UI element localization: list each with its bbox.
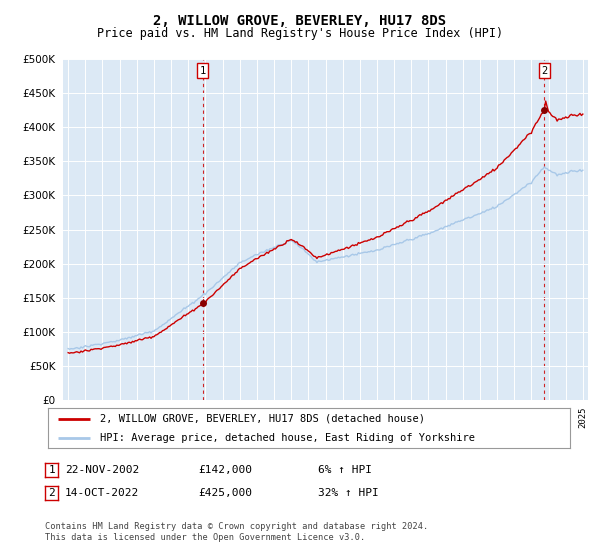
Text: £142,000: £142,000 <box>198 465 252 475</box>
Text: 22-NOV-2002: 22-NOV-2002 <box>65 465 139 475</box>
Text: £425,000: £425,000 <box>198 488 252 498</box>
Text: 14-OCT-2022: 14-OCT-2022 <box>65 488 139 498</box>
Text: 6% ↑ HPI: 6% ↑ HPI <box>318 465 372 475</box>
Text: 32% ↑ HPI: 32% ↑ HPI <box>318 488 379 498</box>
Text: 2: 2 <box>48 488 55 497</box>
Text: 2, WILLOW GROVE, BEVERLEY, HU17 8DS (detached house): 2, WILLOW GROVE, BEVERLEY, HU17 8DS (det… <box>100 414 425 424</box>
Text: 1: 1 <box>199 66 206 76</box>
Text: Price paid vs. HM Land Registry's House Price Index (HPI): Price paid vs. HM Land Registry's House … <box>97 27 503 40</box>
Text: HPI: Average price, detached house, East Riding of Yorkshire: HPI: Average price, detached house, East… <box>100 433 475 443</box>
Text: 1: 1 <box>48 465 55 475</box>
Text: 2: 2 <box>541 66 547 76</box>
Text: 2, WILLOW GROVE, BEVERLEY, HU17 8DS: 2, WILLOW GROVE, BEVERLEY, HU17 8DS <box>154 14 446 28</box>
Text: Contains HM Land Registry data © Crown copyright and database right 2024.
This d: Contains HM Land Registry data © Crown c… <box>45 522 428 542</box>
